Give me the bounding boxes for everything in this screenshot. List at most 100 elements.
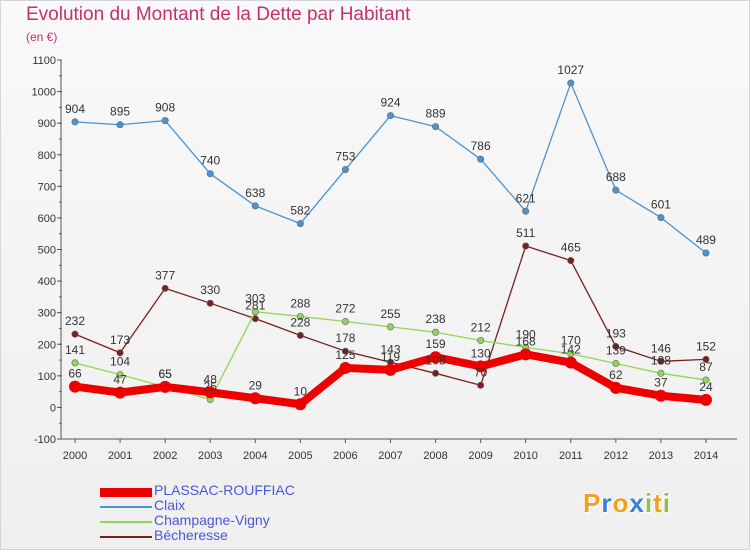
data-label-b-cheresse: 70: [474, 365, 488, 379]
x-tick-label: 2007: [378, 450, 402, 462]
data-label-claix: 638: [245, 186, 265, 200]
data-point-plassac-rouffiac: [294, 398, 307, 411]
data-point-champagne-vigny: [386, 323, 394, 331]
data-label-plassac-rouffiac: 29: [249, 378, 263, 392]
data-label-champagne-vigny: 108: [651, 353, 671, 367]
data-label-b-cheresse: 465: [561, 241, 581, 255]
data-label-plassac-rouffiac: 168: [516, 334, 536, 348]
data-label-champagne-vigny: 65: [158, 367, 172, 381]
data-point-claix: [71, 118, 79, 126]
logo-letter: P: [583, 488, 602, 518]
legend-swatch: [100, 506, 152, 508]
data-point-champagne-vigny: [341, 318, 349, 326]
data-point-claix: [612, 186, 620, 194]
data-point-claix: [432, 123, 440, 131]
data-label-plassac-rouffiac: 65: [158, 367, 172, 381]
data-point-b-cheresse: [206, 299, 214, 307]
data-label-champagne-vigny: 141: [65, 343, 85, 357]
data-label-plassac-rouffiac: 130: [471, 346, 491, 360]
data-point-champagne-vigny: [657, 369, 665, 377]
data-label-claix: 582: [290, 204, 310, 218]
data-point-champagne-vigny: [612, 360, 620, 368]
data-label-claix: 753: [335, 150, 355, 164]
data-point-champagne-vigny: [477, 336, 485, 344]
data-label-champagne-vigny: 288: [290, 296, 310, 310]
chart-title: Evolution du Montant de la Dette par Hab…: [26, 4, 411, 25]
legend-label: Bécheresse: [154, 527, 228, 543]
legend-label: PLASSAC-ROUFFIAC: [154, 482, 295, 498]
data-label-plassac-rouffiac: 62: [609, 368, 623, 382]
data-label-claix: 895: [110, 105, 130, 119]
data-point-claix: [296, 220, 304, 228]
logo-letter: i: [644, 488, 654, 518]
data-point-plassac-rouffiac: [699, 393, 712, 406]
data-label-champagne-vigny: 238: [426, 312, 446, 326]
data-point-champagne-vigny: [116, 371, 124, 379]
data-point-claix: [477, 155, 485, 163]
data-label-champagne-vigny: 87: [699, 360, 713, 374]
y-tick-label: 500: [38, 245, 56, 257]
logo-letter: x: [629, 488, 645, 518]
data-point-plassac-rouffiac: [429, 351, 442, 364]
data-point-plassac-rouffiac: [69, 380, 81, 393]
data-label-plassac-rouffiac: 119: [381, 350, 400, 364]
data-label-plassac-rouffiac: 142: [561, 343, 581, 357]
data-label-plassac-rouffiac: 24: [699, 380, 713, 394]
x-tick-label: 2005: [288, 450, 312, 462]
data-label-b-cheresse: 146: [651, 341, 671, 355]
proxiti-logo: Proxiti: [583, 488, 671, 519]
legend-swatch: [100, 488, 152, 497]
logo-letter: i: [662, 488, 671, 518]
data-label-plassac-rouffiac: 37: [654, 376, 668, 390]
data-point-plassac-rouffiac: [249, 392, 262, 405]
data-label-b-cheresse: 178: [335, 331, 355, 345]
data-label-champagne-vigny: 190: [516, 327, 536, 341]
data-point-claix: [206, 170, 214, 178]
data-point-claix: [522, 207, 530, 215]
x-tick-label: 2006: [333, 450, 357, 462]
data-label-b-cheresse: 228: [290, 315, 310, 329]
y-tick-label: -100: [34, 434, 56, 446]
data-label-claix: 924: [380, 96, 400, 110]
x-tick-label: 2009: [468, 450, 492, 462]
data-point-claix: [161, 117, 169, 125]
data-point-b-cheresse: [161, 284, 169, 292]
data-point-plassac-rouffiac: [519, 348, 532, 361]
data-label-plassac-rouffiac: 125: [335, 348, 355, 362]
data-point-b-cheresse: [612, 342, 620, 350]
y-tick-label: 800: [38, 150, 56, 162]
data-point-claix: [386, 112, 394, 120]
data-label-b-cheresse: 193: [606, 326, 626, 340]
data-point-champagne-vigny: [702, 376, 710, 384]
data-point-plassac-rouffiac: [609, 381, 622, 394]
data-label-claix: 621: [516, 191, 536, 205]
data-label-claix: 489: [696, 233, 716, 247]
data-label-plassac-rouffiac: 48: [204, 372, 218, 386]
data-label-claix: 601: [651, 198, 671, 212]
data-label-claix: 889: [426, 107, 446, 121]
data-point-b-cheresse: [477, 381, 485, 389]
data-label-champagne-vigny: 255: [380, 307, 400, 321]
data-point-plassac-rouffiac: [384, 363, 397, 376]
legend-swatch: [100, 521, 152, 523]
data-point-b-cheresse: [116, 349, 124, 357]
data-label-champagne-vigny: 303: [245, 292, 265, 306]
data-point-b-cheresse: [296, 331, 304, 339]
data-point-champagne-vigny: [432, 328, 440, 336]
x-tick-label: 2002: [153, 450, 177, 462]
y-tick-label: 400: [38, 276, 56, 288]
data-label-plassac-rouffiac: 10: [294, 384, 308, 398]
y-tick-label: 600: [38, 213, 56, 225]
logo-letter: r: [601, 488, 613, 518]
x-tick-label: 2011: [559, 450, 583, 462]
data-label-champagne-vigny: 104: [110, 355, 130, 369]
data-label-champagne-vigny: 212: [471, 320, 491, 334]
data-label-champagne-vigny: 170: [561, 334, 581, 348]
data-point-claix: [251, 202, 259, 210]
logo-letter: o: [612, 488, 630, 518]
data-label-claix: 1027: [557, 63, 584, 77]
data-label-claix: 908: [155, 101, 175, 115]
chart-unit-label: (en €): [26, 30, 58, 44]
y-tick-label: 300: [38, 308, 56, 320]
x-tick-label: 2013: [649, 450, 673, 462]
